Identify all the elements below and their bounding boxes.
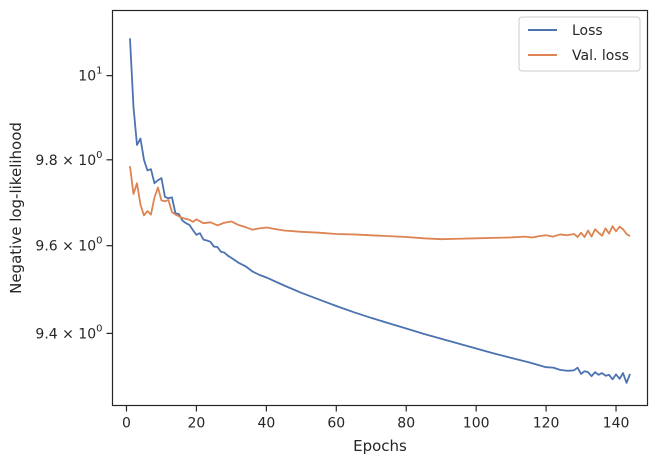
x-tick-label: 100 — [463, 416, 490, 432]
y-axis-label: Negative log-likelihood — [7, 122, 25, 294]
y-tick-label: 101 — [78, 66, 102, 85]
x-tick-label: 80 — [397, 416, 415, 432]
x-tick-label: 140 — [603, 416, 630, 432]
x-tick-label: 20 — [188, 416, 206, 432]
x-axis-label: Epochs — [353, 437, 407, 455]
x-tick-label: 0 — [122, 416, 131, 432]
y-tick-label: 9.4 × 100 — [35, 323, 102, 342]
series-line-val-loss — [129, 166, 631, 241]
x-tick-label: 60 — [327, 416, 345, 432]
legend: Loss Val. loss — [518, 16, 641, 72]
x-axis: 0 20 40 60 80 100 120 140 — [122, 405, 630, 432]
x-tick-label: 120 — [533, 416, 560, 432]
legend-label-val-loss: Val. loss — [572, 48, 629, 64]
x-tick-label: 40 — [257, 416, 275, 432]
plot-frame — [111, 9, 649, 407]
y-tick-label: 9.6 × 100 — [35, 236, 102, 255]
y-tick-label: 9.8 × 100 — [35, 150, 102, 169]
legend-label-loss: Loss — [572, 23, 603, 39]
series-layer — [129, 38, 631, 384]
series-line-loss — [129, 38, 631, 384]
y-axis: 101 9.8 × 100 9.6 × 100 9.4 × 100 — [35, 66, 113, 342]
